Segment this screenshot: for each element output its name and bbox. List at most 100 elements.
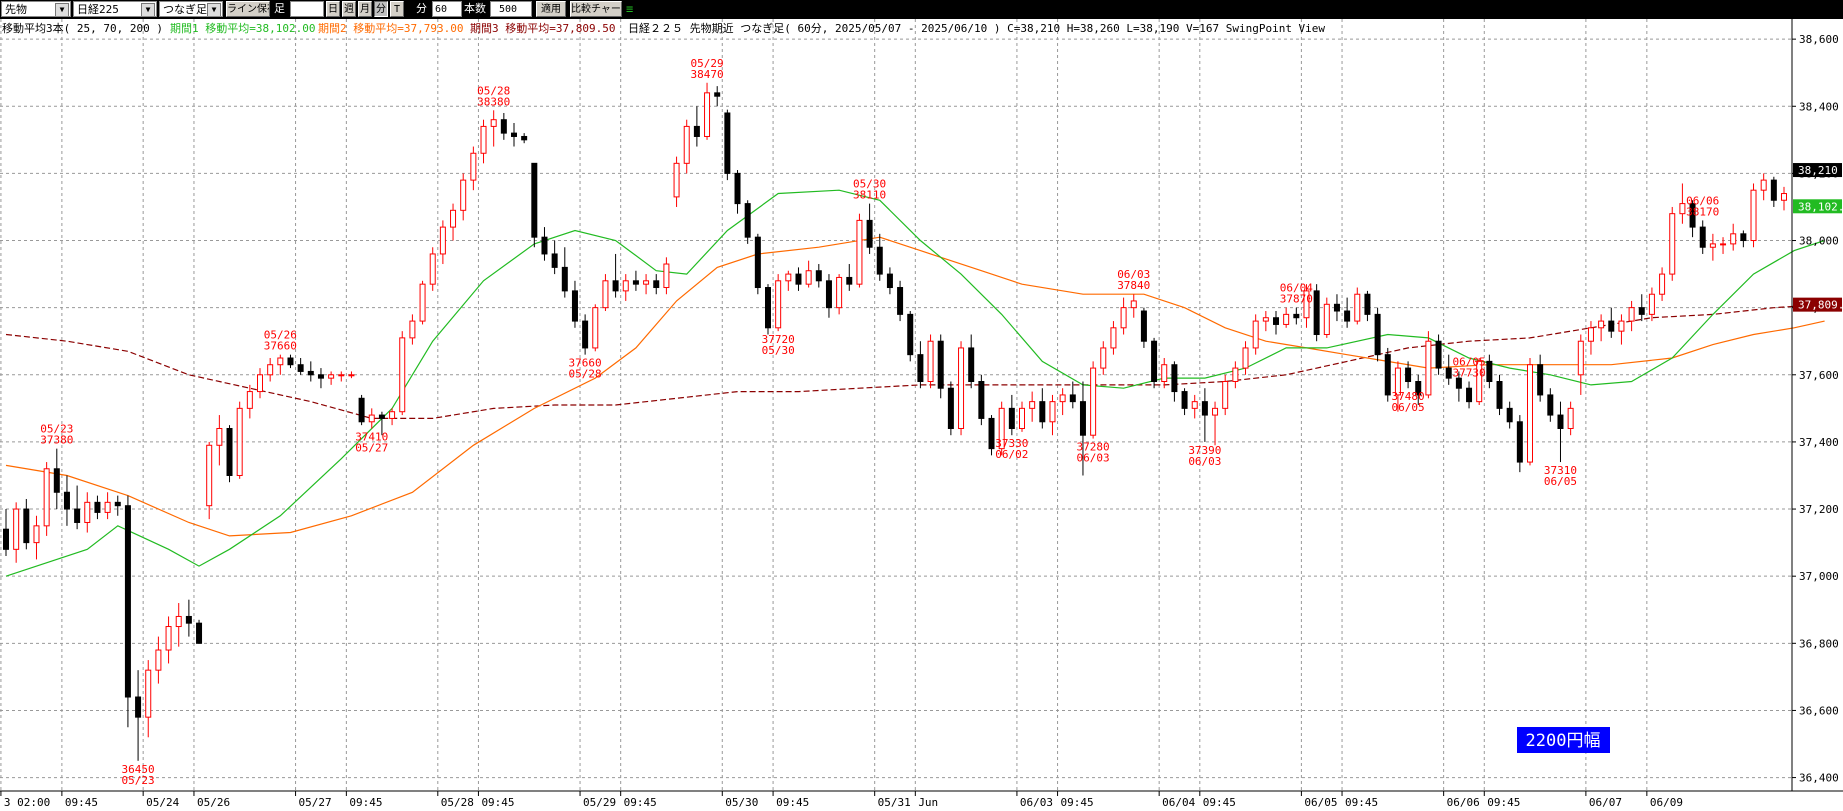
candle-body <box>185 615 192 624</box>
continuous-select[interactable]: つなぎ足 ▼ <box>159 1 223 17</box>
candle-body <box>1618 320 1625 332</box>
candle <box>744 200 751 244</box>
moving-average-lines <box>5 189 1825 577</box>
x-tick-label: 09:45 <box>1203 796 1236 809</box>
swing-high-label: 06/06 <box>1686 194 1719 207</box>
candle-body <box>795 273 802 285</box>
price-tags: 38,210 38,102. 37,809. <box>1793 163 1843 312</box>
candle <box>1344 297 1351 328</box>
candle-body <box>490 119 497 127</box>
candle <box>663 257 670 295</box>
candle <box>287 354 294 369</box>
swing-low-value: 37720 <box>762 333 795 346</box>
candle <box>1638 294 1645 322</box>
candle <box>958 341 965 436</box>
candle <box>53 448 60 510</box>
candle-body <box>1344 310 1351 322</box>
swing-low-label: 06/03 <box>1188 455 1221 468</box>
candle-body <box>1445 367 1452 379</box>
swing-high-value: 37660 <box>264 340 297 353</box>
candle-body <box>1100 347 1107 369</box>
candle <box>1577 334 1584 395</box>
y-tick-label: 38,400 <box>1799 100 1839 113</box>
candle <box>795 267 802 291</box>
week-button[interactable]: 週 <box>342 1 356 17</box>
swing-high-value: 37730 <box>1452 367 1485 380</box>
candle-body <box>1171 364 1178 393</box>
candle-body <box>1455 377 1462 389</box>
interval-input[interactable]: 60 <box>432 1 462 17</box>
indicator-lines-icon[interactable]: ≡ <box>626 2 634 16</box>
candle <box>561 247 568 298</box>
candle <box>13 502 20 563</box>
candle <box>338 371 345 382</box>
candle-body <box>1415 381 1422 396</box>
candle <box>185 599 192 637</box>
candle-body <box>815 270 822 282</box>
x-tick-label: 05/30 <box>725 796 758 809</box>
apply-button[interactable]: 適用 <box>536 1 566 17</box>
candle-body <box>257 374 263 393</box>
candle <box>490 110 497 147</box>
candle-body <box>1659 273 1666 295</box>
candle-body <box>480 125 487 154</box>
day-button[interactable]: 日 <box>326 1 340 17</box>
price-tag: 38,102. <box>1798 200 1843 213</box>
bar-count-input[interactable] <box>290 1 324 17</box>
candle-body <box>206 444 213 507</box>
candle <box>1120 297 1127 335</box>
candle-body <box>632 280 639 285</box>
x-tick-label: 09:45 <box>1061 796 1094 809</box>
swing-low-label: 05/30 <box>762 344 795 357</box>
swing-high-label: 05/23 <box>40 423 73 436</box>
candle <box>1648 287 1655 322</box>
candle-body <box>1262 317 1269 322</box>
candle-body <box>389 411 396 419</box>
symbol-select[interactable]: 日経225 ▼ <box>73 1 157 17</box>
minute-button[interactable]: 分 <box>374 1 388 17</box>
swing-low-label: 06/05 <box>1544 475 1577 488</box>
month-button[interactable]: 月 <box>358 1 372 17</box>
candle <box>1222 374 1229 416</box>
ma3-line <box>5 303 1825 419</box>
candle-body <box>825 280 832 309</box>
candle-body <box>1608 320 1615 332</box>
candle-body <box>1435 340 1442 369</box>
candle-body <box>1354 293 1361 322</box>
candle-body <box>145 669 152 718</box>
y-tick-label: 36,400 <box>1799 772 1839 785</box>
candle <box>1598 314 1605 342</box>
candle <box>1547 388 1554 422</box>
candle-body <box>1323 303 1330 336</box>
candle <box>673 156 680 207</box>
candle-body <box>317 374 324 379</box>
candle <box>1232 361 1239 389</box>
candle-body <box>165 626 172 651</box>
candle <box>33 515 40 560</box>
compare-chart-button[interactable]: 比較チャート <box>570 1 622 17</box>
candle <box>1100 341 1107 375</box>
candle <box>582 314 589 355</box>
candle <box>1090 361 1097 439</box>
candle-body <box>978 381 985 419</box>
swing-low-label: 05/27 <box>355 441 388 454</box>
swing-high-label: 05/29 <box>690 57 723 70</box>
candle-body <box>521 135 528 141</box>
market-select[interactable]: 先物 ▼ <box>1 1 71 17</box>
candle <box>124 495 131 728</box>
x-tick-label: 09:45 <box>624 796 657 809</box>
swing-low-value: 37480 <box>1392 390 1425 403</box>
price-chart[interactable]: 05/23373803645005/2305/26376603741005/27… <box>0 19 1843 811</box>
candle-body <box>917 354 924 383</box>
swing-low-value: 36450 <box>122 763 155 776</box>
x-tick-label: 09:45 <box>1345 796 1378 809</box>
save-line-button[interactable]: ライン保存 <box>226 1 270 17</box>
candle-body <box>765 287 771 329</box>
candle-body <box>348 374 355 377</box>
candle-body <box>1466 387 1473 403</box>
candle <box>1405 361 1412 389</box>
count-input[interactable]: 500 <box>490 1 532 17</box>
candle <box>1527 358 1533 466</box>
tick-button[interactable]: T <box>390 1 404 17</box>
candle-body <box>307 370 314 376</box>
